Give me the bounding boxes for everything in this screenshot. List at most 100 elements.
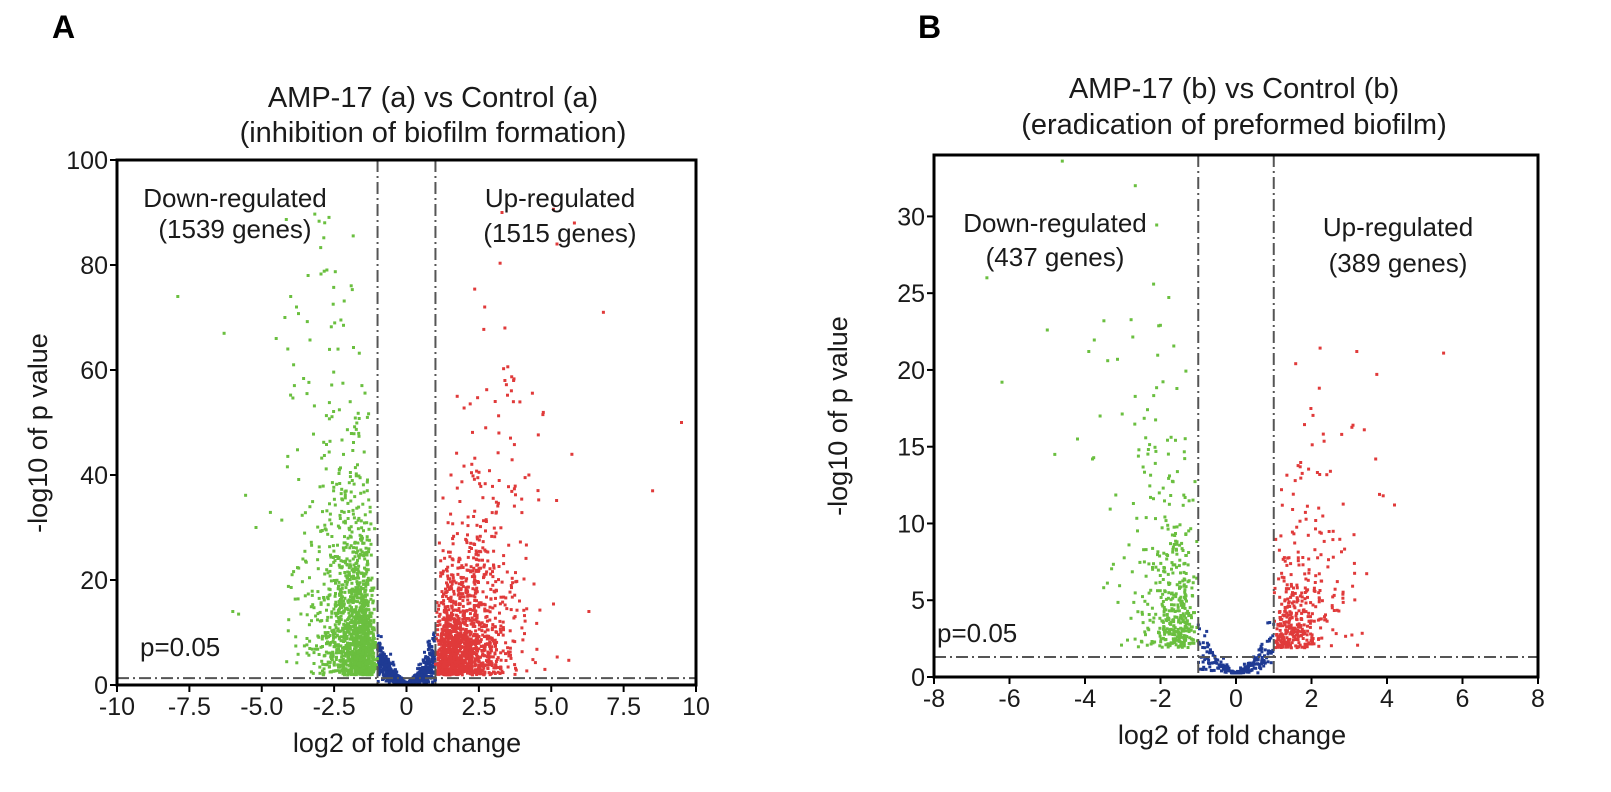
down-point: [1183, 457, 1187, 461]
down-point: [322, 667, 326, 671]
down-point: [310, 589, 314, 593]
y-tick-label: 80: [80, 252, 108, 280]
up-point: [552, 602, 555, 606]
down-point: [361, 646, 365, 650]
down-point: [1143, 630, 1147, 634]
up-point: [494, 596, 497, 600]
down-point: [237, 612, 241, 616]
down-point: [1176, 603, 1180, 607]
down-point: [369, 624, 372, 628]
down-point: [1192, 641, 1196, 645]
down-point: [1177, 620, 1181, 624]
ns-point: [1263, 654, 1266, 658]
down-point: [358, 629, 362, 633]
down-point: [318, 671, 322, 675]
up-point: [444, 670, 448, 674]
up-point: [452, 629, 456, 632]
down-point: [371, 666, 375, 670]
ns-point: [1208, 651, 1212, 655]
up-point: [443, 618, 447, 621]
up-point: [467, 642, 471, 645]
up-point: [455, 671, 459, 675]
down-point: [303, 531, 307, 535]
down-point: [367, 412, 371, 416]
up-point: [494, 580, 498, 584]
down-point: [353, 416, 357, 420]
down-point: [345, 622, 349, 626]
down-point: [349, 575, 353, 579]
down-point: [337, 468, 341, 472]
down-point: [1187, 579, 1191, 583]
up-point: [486, 581, 490, 585]
up-point: [459, 646, 462, 650]
up-point: [487, 652, 491, 655]
up-point: [471, 474, 475, 478]
down-point: [340, 590, 344, 594]
ns-point: [1208, 665, 1212, 669]
up-point: [509, 608, 513, 612]
ns-point: [1205, 641, 1209, 645]
up-point: [530, 391, 534, 395]
ns-point: [378, 661, 382, 665]
down-point: [1133, 637, 1137, 641]
down-point: [1152, 562, 1155, 566]
down-point: [1166, 630, 1170, 634]
down-point: [1153, 461, 1157, 465]
down-point: [361, 628, 365, 631]
up-point: [475, 535, 479, 539]
down-point: [1164, 608, 1168, 612]
up-point: [483, 671, 487, 675]
ns-point: [1198, 667, 1202, 671]
down-point: [1156, 353, 1160, 357]
down-point: [1166, 596, 1170, 600]
ns-point: [420, 672, 423, 676]
up-point: [552, 207, 555, 211]
down-point: [321, 669, 324, 673]
down-point: [328, 626, 332, 630]
down-point: [319, 272, 323, 276]
up-point: [485, 595, 488, 599]
up-point: [491, 655, 495, 659]
down-point: [335, 578, 339, 582]
down-point: [345, 627, 349, 631]
down-point: [332, 497, 336, 501]
ns-point: [430, 652, 434, 656]
down-point: [340, 509, 344, 513]
up-point: [514, 668, 518, 672]
down-point: [1168, 474, 1171, 478]
up-point: [469, 594, 472, 598]
down-point: [362, 644, 366, 648]
up-point: [435, 610, 439, 614]
down-point: [341, 628, 345, 631]
down-point: [357, 434, 361, 438]
down-point: [371, 658, 375, 662]
down-point: [286, 454, 290, 458]
down-point: [323, 631, 327, 635]
up-point: [438, 619, 442, 623]
up-point: [444, 653, 448, 657]
up-point: [466, 645, 470, 649]
down-point: [1165, 619, 1169, 623]
ns-point: [1236, 670, 1240, 674]
down-point: [313, 647, 317, 651]
down-point: [310, 543, 314, 547]
down-point: [325, 608, 328, 612]
up-point: [452, 649, 456, 653]
down-point: [358, 609, 362, 613]
down-point: [362, 582, 365, 586]
up-point: [468, 633, 472, 637]
down-point: [1179, 585, 1183, 589]
down-point: [342, 299, 346, 303]
up-point: [443, 648, 447, 652]
up-point: [458, 672, 462, 676]
down-point: [364, 626, 368, 629]
down-point: [345, 582, 349, 586]
up-point: [465, 609, 469, 612]
up-point: [458, 592, 462, 596]
down-point: [1181, 612, 1185, 616]
down-point: [371, 632, 375, 636]
up-point: [476, 553, 480, 557]
ns-point: [386, 679, 390, 683]
down-point: [362, 641, 366, 645]
down-point: [344, 559, 348, 563]
